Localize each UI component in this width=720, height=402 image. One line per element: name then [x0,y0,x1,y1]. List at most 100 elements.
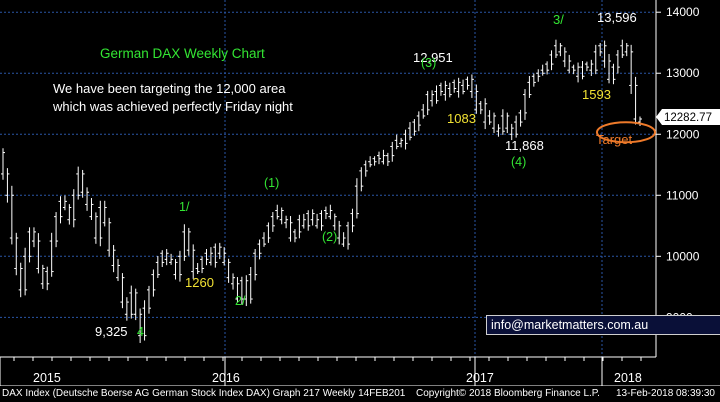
price-bar [403,129,408,150]
price-bar [213,243,218,268]
price-bar [239,276,244,305]
price-bar [292,229,297,243]
annotation-label: 1593 [582,87,611,102]
price-bar [222,247,227,266]
price-bar [31,227,36,248]
price-bar [261,232,266,247]
price-bar [527,75,532,98]
annotation-label: 1/ [179,200,190,214]
price-bar [615,50,620,74]
price-bar [553,39,558,58]
price-bar [567,54,572,74]
price-bar [465,76,470,90]
price-bar [363,160,368,177]
last-price-label: 12282.77 [664,112,712,124]
price-bar [310,209,315,226]
annotation-label: (3) [421,56,436,70]
price-bar [288,216,293,242]
price-bar [107,217,112,257]
price-bar [120,273,125,309]
annotation-label: 11,868 [505,138,544,153]
annotation-label: 2/ [235,294,246,308]
last-price-marker [656,109,720,126]
price-bar [514,115,519,138]
price-bar [385,152,390,166]
price-bar [359,167,364,192]
price-bar [270,212,275,232]
price-bar [111,245,116,273]
price-bar [142,300,147,341]
price-bar [85,187,90,211]
price-bar [483,98,488,130]
price-bar [377,151,382,165]
price-bar [350,208,355,233]
price-bar [558,43,563,57]
price-bar [611,63,616,85]
y-tick-label: 13000 [666,66,700,80]
x-tick-label: 2015 [33,371,61,385]
price-bar [328,204,333,220]
price-bar [447,82,452,98]
price-bar [407,122,412,141]
price-bar [129,285,134,319]
price-bar [257,239,262,260]
price-bar [478,100,483,115]
price-bar [266,222,271,243]
price-bar [368,156,373,168]
price-bar [624,43,629,57]
price-bar [337,220,342,245]
price-bar [633,76,638,125]
annotation-label: 9,325 [95,324,128,339]
price-bar [80,169,85,198]
price-bar [204,248,209,266]
price-bar [416,111,421,132]
price-bar [540,64,545,76]
footer-security-info: DAX Index (Deutsche Boerse AG German Sto… [2,388,406,399]
price-bar [89,198,94,220]
price-bar [421,104,426,119]
annotation-label: (2) [322,230,337,244]
price-bar [151,269,156,297]
price-bar [195,263,200,275]
price-bar [319,210,324,231]
price-bar [452,79,457,93]
price-bar [40,264,45,289]
price-bar [235,277,240,303]
price-bar [297,214,302,239]
price-bar [315,213,320,229]
price-bar [173,259,178,280]
price-bar [505,112,510,134]
price-bar [62,195,67,211]
price-bar [430,90,435,107]
price-bars [1,39,642,343]
price-bar [186,227,191,256]
price-bar [124,297,129,321]
price-bar [275,204,280,220]
price-bar [160,250,165,267]
price-bar [598,43,603,57]
price-bar [443,80,448,101]
price-bar [492,112,497,134]
y-tick-label: 10000 [666,249,700,263]
annotation-label: 1260 [185,275,214,290]
annotation-label: (1) [264,176,279,190]
annotation-label: 1083 [447,111,476,126]
y-tick-label: 12000 [666,127,700,141]
annotation-label: (4) [511,155,526,169]
price-bar [562,47,567,68]
price-bar [217,242,222,260]
price-bar [487,110,492,125]
price-bar [244,275,249,307]
price-bar [474,84,479,114]
price-bar [71,189,76,228]
price-bar [629,44,634,94]
price-bar [332,213,337,231]
price-bar [434,85,439,104]
price-bar [45,266,50,291]
price-bar [509,123,514,141]
chart-subtitle: which was achieved perfectly Friday nigh… [52,99,293,114]
chart-subtitle: We have been targeting the 12,000 area [53,81,286,96]
price-bar [58,196,63,224]
price-bar [536,69,541,82]
